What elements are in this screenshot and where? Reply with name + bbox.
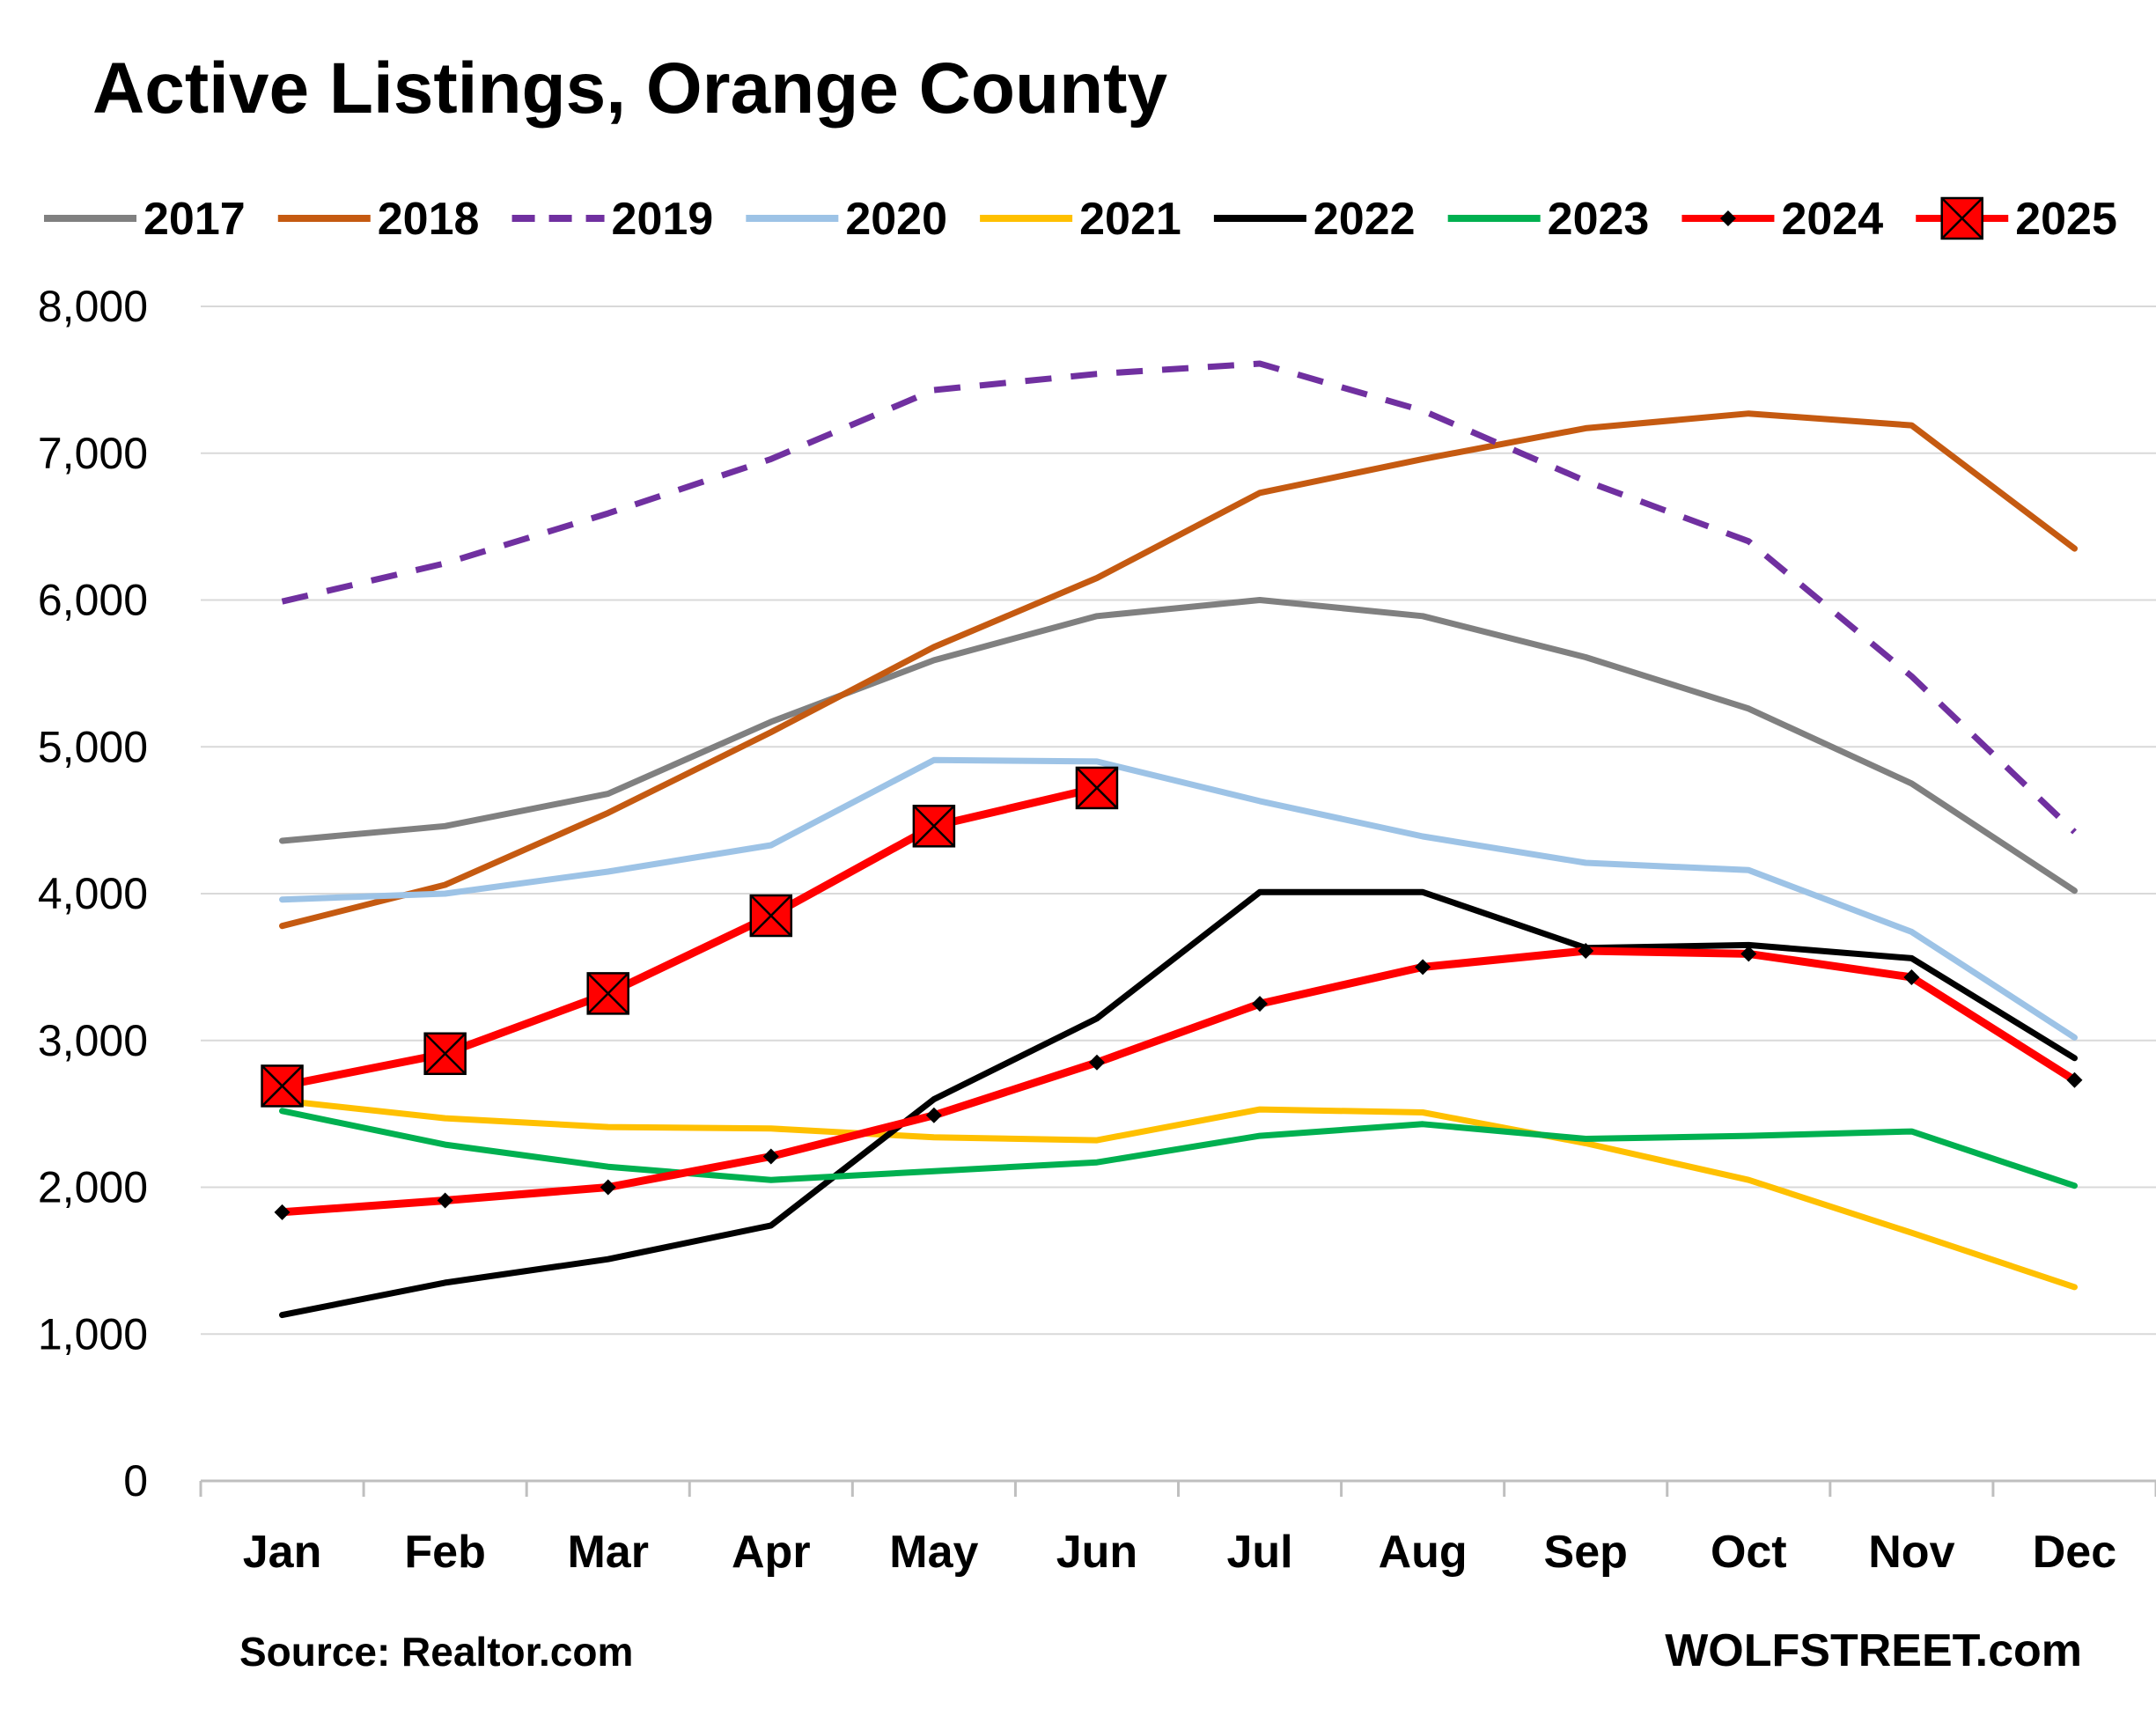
series-2021 [279, 1097, 2078, 1291]
series-lines [261, 360, 2083, 1319]
brand-label: WOLFSTREET.com [1665, 1625, 2082, 1676]
series-line-2021 [279, 1097, 2078, 1291]
data-point-marker [274, 1204, 291, 1220]
data-point-marker [586, 972, 629, 1015]
series-line-2019 [281, 360, 2077, 835]
source-note: Source: Realtor.com [239, 1629, 633, 1675]
series-line-2022 [279, 888, 2078, 1319]
data-point-marker [1075, 766, 1119, 810]
data-point-marker [1719, 210, 1736, 226]
legend-item-2021: 2021 [980, 194, 1181, 245]
x-tick-label: Dec [2033, 1527, 2116, 1578]
data-point-marker [1940, 196, 1983, 240]
x-tick-label: May [889, 1527, 978, 1578]
y-axis: 0 1,000 2,000 3,000 4,000 5,000 6,000 7,000 8,00… [38, 282, 148, 1506]
data-point-marker [1740, 946, 1757, 962]
x-axis: Jan Feb Mar Apr May Jun Jul Aug Sep Oct Nov Dec [199, 1479, 2156, 1578]
x-tick-label: Sep [1544, 1527, 1628, 1578]
data-point-marker [762, 1148, 779, 1165]
x-tick-label: Nov [1868, 1527, 1954, 1578]
legend-item-2023: 2023 [1447, 194, 1650, 245]
data-point-marker [423, 1032, 467, 1076]
data-point-marker [1252, 996, 1269, 1012]
legend-label: 2023 [1548, 194, 1650, 245]
data-point-marker [1578, 943, 1594, 960]
legend-item-2018: 2018 [277, 194, 480, 245]
series-line-2023 [279, 1108, 2078, 1189]
series-2024 [274, 943, 2083, 1220]
series-2020 [279, 756, 2078, 1041]
legend-item-2017: 2017 [44, 194, 246, 245]
series-2017 [279, 597, 2078, 895]
series-2018 [279, 410, 2078, 930]
data-point-marker [1903, 969, 1920, 986]
data-point-marker [600, 1179, 616, 1196]
data-point-marker [1415, 959, 1431, 976]
y-tick-label: 6,000 [38, 576, 148, 625]
legend-label: 2019 [612, 194, 714, 245]
data-point-marker [925, 1107, 942, 1123]
legend-item-2024: 2024 [1681, 194, 1883, 245]
y-tick-label: 1,000 [38, 1309, 148, 1359]
x-tick-label: Apr [732, 1527, 811, 1578]
y-tick-label: 5,000 [38, 722, 148, 771]
series-line-2024 [278, 946, 2079, 1217]
data-point-marker [912, 805, 956, 848]
series-2025 [261, 766, 1119, 1108]
legend-item-2019: 2019 [511, 194, 714, 245]
x-tick-label: Oct [1711, 1527, 1787, 1578]
x-tick-label: Jun [1056, 1527, 1137, 1578]
y-tick-label: 0 [123, 1456, 148, 1506]
data-point-marker [437, 1192, 453, 1209]
chart-title: Active Listings, Orange County [92, 48, 1167, 129]
x-tick-label: Aug [1379, 1527, 1468, 1578]
x-tick-label: Jul [1226, 1527, 1292, 1578]
legend-label: 2017 [143, 194, 246, 245]
legend-label: 2018 [378, 194, 480, 245]
y-tick-label: 4,000 [38, 869, 148, 918]
series-line-2025 [278, 784, 1101, 1090]
data-point-marker [1088, 1054, 1105, 1071]
legend-label: 2021 [1079, 194, 1181, 245]
series-2019 [281, 360, 2077, 835]
x-tick-label: Feb [404, 1527, 485, 1578]
legend-item-2020: 2020 [746, 194, 947, 245]
legend-item-2025: 2025 [1916, 194, 2117, 245]
y-tick-label: 7,000 [38, 429, 148, 478]
data-point-marker [749, 894, 793, 938]
legend-label: 2024 [1781, 194, 1883, 245]
x-tick-label: Jan [243, 1527, 322, 1578]
data-point-marker [2066, 1071, 2083, 1088]
series-line-2018 [279, 410, 2078, 930]
y-tick-label: 3,000 [38, 1016, 148, 1065]
series-2023 [279, 1108, 2078, 1189]
series-line-2017 [279, 597, 2078, 895]
y-tick-label: 8,000 [38, 282, 148, 331]
data-point-marker [261, 1064, 304, 1108]
y-tick-label: 2,000 [38, 1163, 148, 1212]
series-line-2020 [279, 756, 2078, 1041]
legend-label: 2020 [845, 194, 947, 245]
x-tick-label: Mar [567, 1527, 648, 1578]
legend-label: 2022 [1313, 194, 1416, 245]
series-2022 [279, 888, 2078, 1319]
legend-item-2022: 2022 [1213, 194, 1416, 245]
legend: 2017 2018 2019 2020 2021 2022 2023 2024 2025 [44, 194, 2117, 245]
legend-label: 2025 [2015, 194, 2117, 245]
gridlines [201, 306, 2156, 1336]
